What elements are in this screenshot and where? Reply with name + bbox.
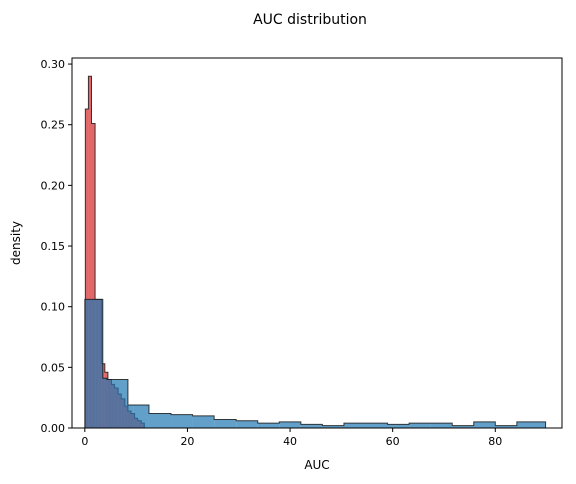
y-tick-label: 0.15 — [41, 240, 66, 253]
histogram-bar — [516, 421, 546, 428]
y-tick-label: 0.05 — [41, 361, 66, 374]
histogram-bar — [106, 379, 128, 428]
y-tick-label: 0.30 — [41, 58, 66, 71]
y-axis-label: density — [9, 221, 23, 265]
x-tick-label: 40 — [283, 435, 297, 448]
histogram-bar — [495, 425, 517, 428]
y-tick-label: 0.25 — [41, 119, 66, 132]
x-tick-label: 60 — [386, 435, 400, 448]
histogram-bar — [257, 423, 280, 428]
histogram-bar — [171, 414, 193, 428]
y-tick-label: 0.00 — [41, 422, 66, 435]
histogram-bar — [343, 423, 366, 428]
histogram-bar — [214, 419, 237, 428]
series-2 — [84, 298, 547, 428]
plot-area — [84, 75, 547, 429]
x-tick-label: 80 — [488, 435, 502, 448]
histogram-bar — [430, 423, 453, 428]
histogram-bar — [102, 378, 107, 428]
histogram-bar — [88, 76, 92, 429]
histogram-bar — [148, 413, 172, 428]
histogram-bar — [91, 123, 96, 429]
histogram-bar — [279, 421, 301, 428]
x-tick-label: 20 — [180, 435, 194, 448]
plot-frame — [71, 57, 563, 429]
histogram-bar — [366, 423, 388, 428]
x-axis-label: AUC — [304, 458, 329, 472]
histogram-bar — [387, 424, 410, 428]
histogram-bar — [409, 423, 431, 428]
y-tick-label: 0.20 — [41, 179, 66, 192]
histogram-bar — [452, 425, 474, 428]
chart-title: AUC distribution — [253, 12, 367, 28]
x-tick-label: 0 — [81, 435, 88, 448]
histogram-bar — [84, 299, 103, 428]
histogram-bar — [85, 108, 89, 429]
histogram-bar — [192, 415, 215, 428]
histogram-bar — [127, 404, 134, 428]
histogram-bar — [473, 421, 496, 428]
histogram-bar — [322, 425, 344, 428]
y-tick-label: 0.10 — [41, 301, 66, 314]
histogram-bar — [300, 424, 323, 428]
histogram-bar — [133, 404, 149, 428]
histogram-bar — [236, 420, 258, 428]
axes: 0 20 40 60 80 0.00 0.05 0.10 0.15 0.20 0.25 0.30 — [41, 57, 563, 448]
histogram-step-outline — [84, 298, 547, 428]
